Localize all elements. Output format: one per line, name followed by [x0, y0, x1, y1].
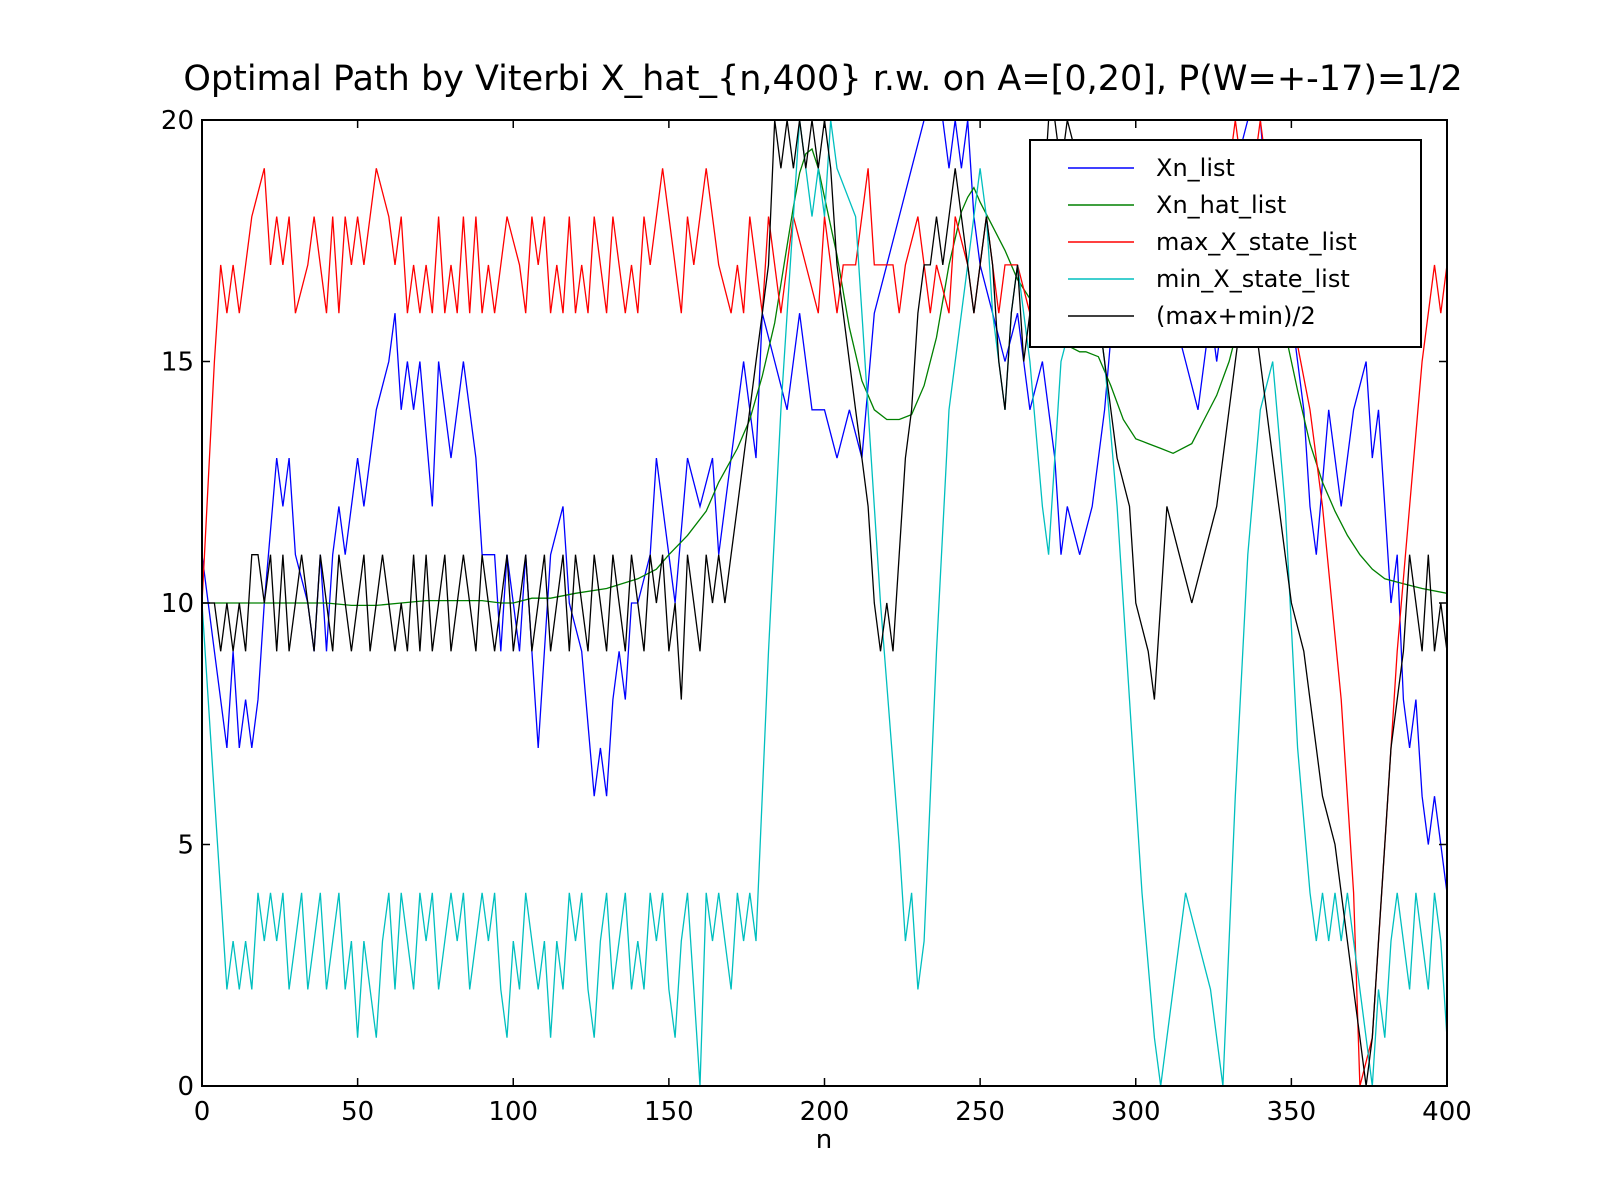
series-line-4 [202, 120, 1447, 1086]
legend-label-4: (max+min)/2 [1156, 302, 1316, 330]
tick-layer: 0 50 100 150 200 250 300 350 400 0 5 10 15 20 [161, 106, 1472, 1127]
y-tick-label: 5 [177, 831, 194, 861]
x-tick-label: 50 [341, 1097, 374, 1127]
legend-label-1: Xn_hat_list [1156, 191, 1286, 219]
x-tick-label: 0 [194, 1097, 211, 1127]
legend-label-0: Xn_list [1156, 154, 1235, 182]
x-tick-label: 200 [800, 1097, 850, 1127]
legend: Xn_list Xn_hat_list max_X_state_list min_X_… [1029, 139, 1422, 348]
y-tick-label: 15 [161, 348, 194, 378]
y-tick-label: 20 [161, 106, 194, 136]
chart-title: Optimal Path by Viterbi X_hat_{n,400} r.… [183, 59, 1462, 99]
x-tick-label: 400 [1422, 1097, 1472, 1127]
series-line-0 [202, 120, 1447, 893]
legend-label-2: max_X_state_list [1156, 228, 1357, 256]
x-tick-label: 250 [955, 1097, 1005, 1127]
y-tick-label: 0 [177, 1072, 194, 1102]
legend-label-3: min_X_state_list [1156, 265, 1350, 293]
y-tick-label: 10 [161, 589, 194, 619]
x-tick-label: 150 [644, 1097, 694, 1127]
x-tick-label: 350 [1267, 1097, 1317, 1127]
series-line-3 [202, 120, 1447, 1086]
x-tick-label: 300 [1111, 1097, 1161, 1127]
x-tick-label: 100 [488, 1097, 538, 1127]
legend-box [1029, 139, 1422, 348]
x-axis-label: n [816, 1125, 832, 1155]
